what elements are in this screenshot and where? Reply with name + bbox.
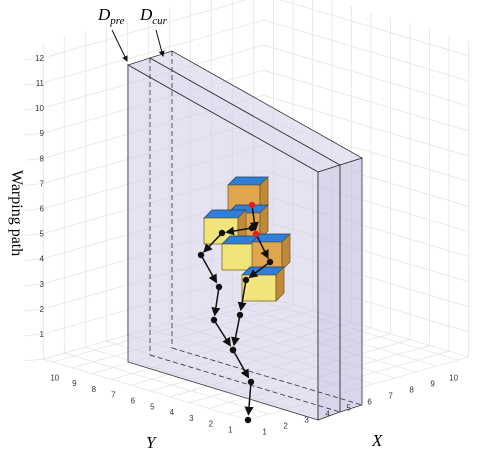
x-tick-label: 9 bbox=[430, 379, 435, 388]
y-tick-label: 2 bbox=[209, 420, 214, 429]
z-tick-label: 6 bbox=[40, 205, 45, 214]
y-tick-label: 5 bbox=[150, 402, 155, 411]
path-point bbox=[216, 284, 222, 290]
plane-label: Dpre bbox=[97, 5, 125, 27]
grid-line bbox=[264, 45, 469, 106]
z-tick-label: 10 bbox=[35, 104, 44, 113]
z-tick-label: 12 bbox=[35, 54, 44, 63]
path-point bbox=[219, 230, 225, 236]
z-tick-label: 8 bbox=[40, 154, 45, 163]
grid-line bbox=[264, 20, 469, 81]
arrow bbox=[156, 30, 163, 56]
grid-line bbox=[25, 359, 43, 361]
symbol: D bbox=[97, 5, 111, 24]
z-tick-label: 5 bbox=[40, 230, 45, 239]
path-point bbox=[237, 312, 243, 318]
y-tick-label: 10 bbox=[50, 373, 59, 382]
y-tick-label: 1 bbox=[228, 426, 233, 435]
subscript: cur bbox=[152, 15, 167, 27]
y-tick-label: 4 bbox=[170, 408, 175, 417]
plane-label: Dcur bbox=[139, 5, 168, 27]
path-point bbox=[243, 277, 249, 283]
x-tick-label: 1 bbox=[262, 427, 267, 436]
x-tick-label: 8 bbox=[409, 385, 414, 394]
grid-line bbox=[264, 0, 469, 56]
cube bbox=[242, 267, 284, 301]
x-tick-label: 4 bbox=[325, 409, 330, 418]
x-tick-label: 2 bbox=[283, 421, 288, 430]
axis-title: X bbox=[371, 431, 383, 450]
z-tick-label: 3 bbox=[40, 280, 45, 289]
path-point bbox=[248, 379, 254, 385]
cube-front bbox=[222, 244, 256, 270]
plane-labels: Dpre Dcur bbox=[97, 5, 168, 61]
y-tick-label: 7 bbox=[111, 391, 116, 400]
y-tick-label: 6 bbox=[131, 397, 136, 406]
x-tick-label: 10 bbox=[449, 373, 458, 382]
symbol: D bbox=[139, 5, 153, 24]
z-tick-label: 2 bbox=[40, 305, 45, 314]
path-point bbox=[249, 202, 255, 208]
x-tick-label: 7 bbox=[388, 391, 393, 400]
z-tick-label: 1 bbox=[40, 330, 45, 339]
diagram: Dpre Dcur Warping path Y X 1234567891011… bbox=[0, 0, 484, 454]
path-point bbox=[245, 417, 251, 423]
path-point bbox=[267, 259, 273, 265]
y-tick-label: 3 bbox=[189, 414, 194, 423]
grid-line bbox=[43, 0, 264, 58]
path-point bbox=[211, 317, 217, 323]
x-tick-label: 5 bbox=[346, 403, 351, 412]
path-point bbox=[230, 347, 236, 353]
x-tick-label: 6 bbox=[367, 397, 372, 406]
y-tick-label: 9 bbox=[72, 379, 77, 388]
z-tick-label: 9 bbox=[40, 129, 45, 138]
x-tick-label: 3 bbox=[304, 415, 309, 424]
axis-title: Warping path bbox=[8, 170, 25, 256]
z-tick-label: 11 bbox=[36, 79, 45, 88]
path-point bbox=[198, 252, 204, 258]
z-tick-label: 7 bbox=[40, 179, 45, 188]
subscript: pre bbox=[109, 15, 124, 27]
axis-title: Y bbox=[146, 433, 157, 452]
path-point bbox=[253, 231, 259, 237]
z-tick-label: 4 bbox=[40, 255, 45, 264]
y-tick-label: 8 bbox=[92, 385, 97, 394]
